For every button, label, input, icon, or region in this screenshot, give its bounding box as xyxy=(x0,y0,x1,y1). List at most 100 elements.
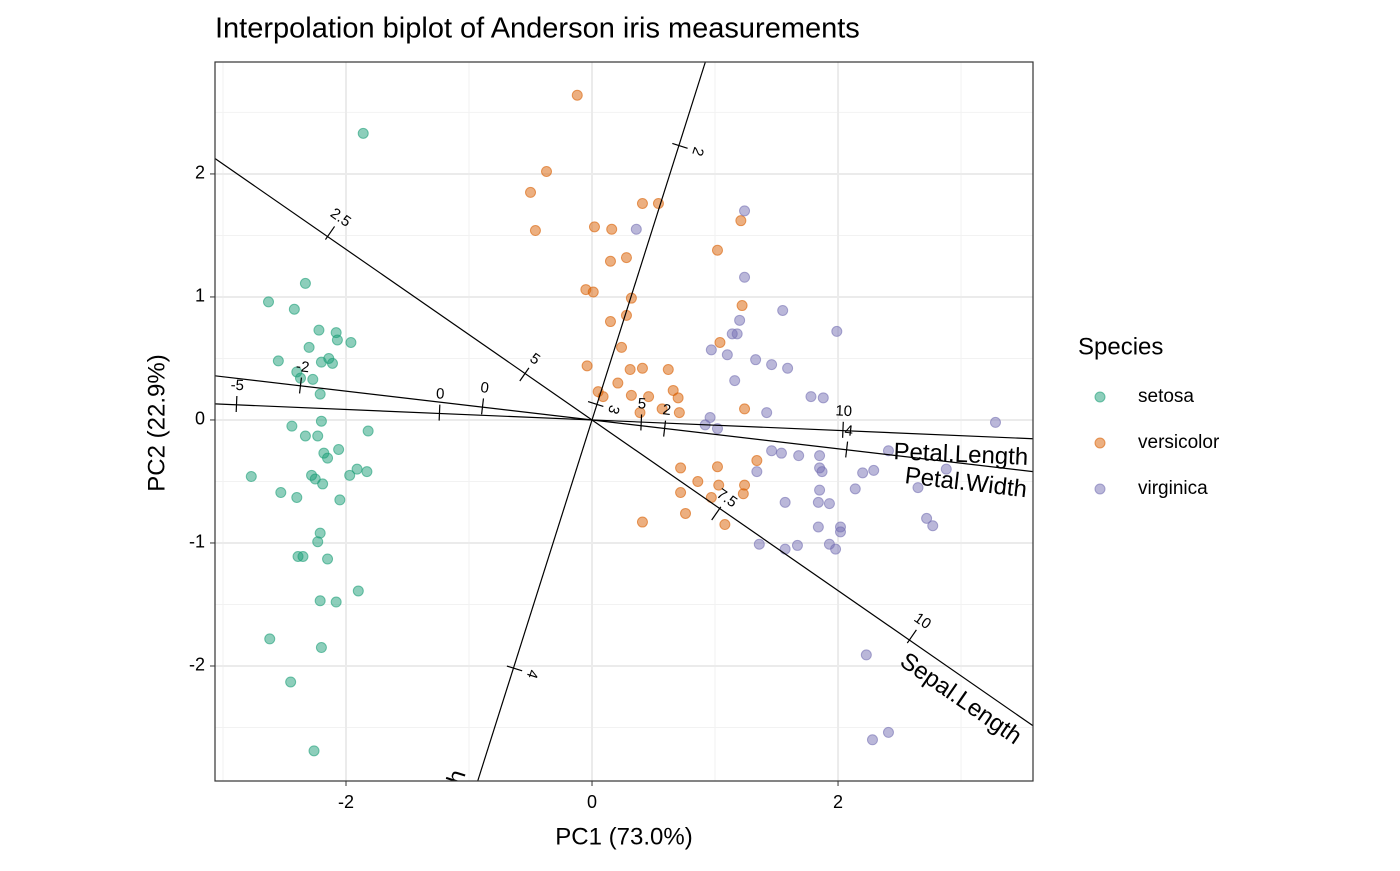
point xyxy=(779,543,791,555)
point xyxy=(721,349,733,361)
points xyxy=(245,89,1001,757)
grid xyxy=(215,62,1033,781)
point xyxy=(245,471,257,483)
point xyxy=(737,488,749,500)
y-tick-label: -1 xyxy=(189,532,205,552)
point xyxy=(735,215,747,227)
biplot-tick xyxy=(324,226,336,240)
point xyxy=(525,186,537,198)
y-tick-label: 0 xyxy=(195,409,205,429)
point xyxy=(834,526,846,538)
point xyxy=(882,726,894,738)
biplot-axis-line xyxy=(477,62,706,781)
legend-title: Species xyxy=(1078,333,1163,360)
biplot-axis-line xyxy=(215,403,1033,440)
biplot-tick-label: -5 xyxy=(230,377,244,395)
biplot-tick-label: 2 xyxy=(662,401,672,419)
biplot-tick xyxy=(235,395,238,412)
point xyxy=(313,324,325,336)
point xyxy=(675,487,687,499)
point xyxy=(814,450,826,462)
legend-label: setosa xyxy=(1138,386,1194,407)
biplot-tick xyxy=(438,404,441,421)
point xyxy=(714,336,726,348)
point xyxy=(352,585,364,597)
point xyxy=(330,596,342,608)
point xyxy=(711,461,723,473)
biplot-tick-label: 10 xyxy=(835,402,852,420)
legend-swatch xyxy=(1094,437,1106,449)
point xyxy=(766,359,778,371)
point xyxy=(921,512,933,524)
legend: setosa versicolor virginica xyxy=(1094,386,1220,499)
legend-swatch xyxy=(1094,391,1106,403)
point xyxy=(529,225,541,237)
point xyxy=(345,336,357,348)
point xyxy=(264,633,276,645)
biplot-tick-label: -2 xyxy=(295,358,310,376)
legend-label: versicolor xyxy=(1138,432,1220,453)
point xyxy=(634,407,646,419)
point xyxy=(805,391,817,403)
point xyxy=(636,197,648,209)
point xyxy=(606,223,618,235)
point xyxy=(604,255,616,267)
biplot-axis-name: Sepal.Width xyxy=(407,767,472,866)
point xyxy=(860,649,872,661)
point xyxy=(571,89,583,101)
biplot-tick xyxy=(519,367,530,382)
point xyxy=(705,344,717,356)
point xyxy=(882,445,894,457)
point xyxy=(775,447,787,459)
biplot-tick xyxy=(640,414,643,431)
point xyxy=(812,521,824,533)
point xyxy=(357,127,369,139)
point xyxy=(927,520,939,532)
point xyxy=(331,334,343,346)
point xyxy=(812,496,824,508)
point xyxy=(272,355,284,367)
point xyxy=(782,362,794,374)
biplot-tick xyxy=(842,421,844,438)
point xyxy=(315,642,327,654)
point xyxy=(636,362,648,374)
biplot-tick-label: 4 xyxy=(844,422,854,440)
point xyxy=(940,463,952,475)
biplot-tick xyxy=(298,377,303,394)
point xyxy=(680,507,692,519)
point xyxy=(739,403,751,415)
point xyxy=(312,430,324,442)
point xyxy=(750,354,762,366)
point xyxy=(322,452,334,464)
point xyxy=(672,392,684,404)
point xyxy=(989,416,1001,428)
point xyxy=(361,466,373,478)
point xyxy=(761,407,773,419)
point xyxy=(777,304,789,316)
point xyxy=(793,450,805,462)
point xyxy=(726,328,738,340)
point xyxy=(334,494,346,506)
y-tick-label: -2 xyxy=(189,655,205,675)
point xyxy=(866,734,878,746)
point xyxy=(344,469,356,481)
biplot-tick xyxy=(587,400,604,407)
point xyxy=(719,519,731,531)
point xyxy=(823,498,835,510)
biplot-axis-line xyxy=(215,158,1033,727)
point xyxy=(791,539,803,551)
point xyxy=(616,341,628,353)
y-tick-label: 1 xyxy=(195,286,205,306)
biplot-tick xyxy=(663,420,667,437)
point xyxy=(314,388,326,400)
point xyxy=(625,292,637,304)
point xyxy=(711,244,723,256)
point xyxy=(753,538,765,550)
point xyxy=(299,277,311,289)
point xyxy=(912,482,924,494)
point xyxy=(541,165,553,177)
point xyxy=(779,496,791,508)
biplot-tick xyxy=(481,398,485,415)
point xyxy=(751,466,763,478)
